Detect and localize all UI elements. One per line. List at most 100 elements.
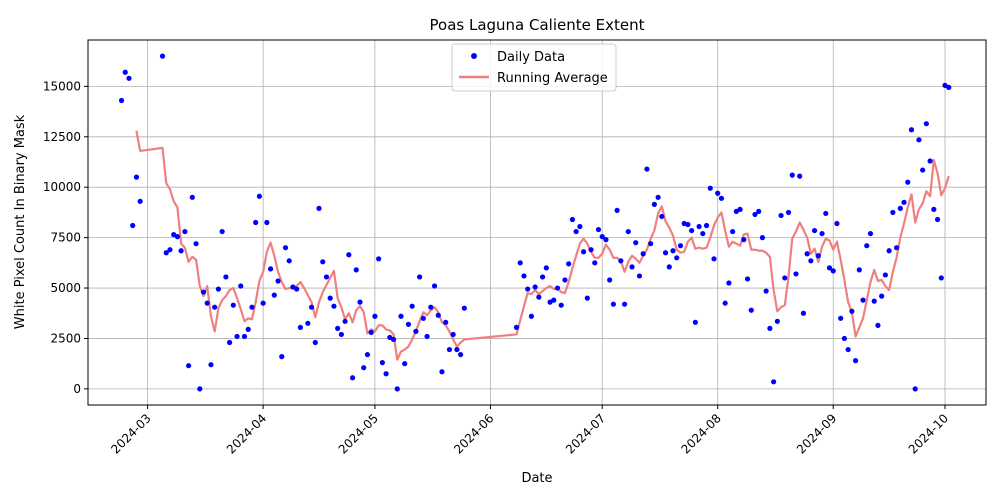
- daily-data-point: [297, 324, 303, 330]
- daily-data-point: [405, 321, 412, 327]
- daily-data-point: [413, 328, 419, 334]
- daily-data-point: [580, 249, 587, 255]
- daily-data-point: [234, 333, 240, 340]
- running-average-layer: [135, 130, 950, 361]
- daily-data-point: [830, 268, 836, 274]
- daily-data-point: [685, 221, 691, 228]
- daily-data-point: [551, 297, 557, 303]
- daily-data-point: [923, 121, 929, 127]
- daily-data-point: [189, 194, 195, 200]
- daily-data-point: [797, 173, 803, 179]
- daily-data-point: [577, 223, 583, 230]
- daily-data-point: [566, 261, 572, 267]
- daily-data-point: [599, 234, 605, 240]
- daily-data-point: [267, 266, 274, 272]
- daily-data-point: [364, 351, 371, 358]
- daily-data-point: [834, 220, 840, 227]
- daily-data-point: [908, 127, 915, 133]
- daily-data-layer: [118, 53, 952, 392]
- daily-data-point: [238, 283, 244, 289]
- daily-data-point: [186, 363, 192, 369]
- daily-data-point: [379, 360, 385, 366]
- daily-data-point: [610, 301, 616, 307]
- daily-data-point: [167, 247, 173, 253]
- legend-marker-daily-data: [471, 53, 477, 59]
- daily-data-point: [696, 223, 702, 230]
- daily-data-point: [912, 386, 918, 392]
- daily-data-point: [849, 308, 855, 314]
- daily-data-point: [845, 346, 851, 353]
- daily-data-point: [420, 315, 426, 321]
- daily-data-point: [860, 297, 866, 303]
- daily-data-point: [852, 358, 859, 364]
- daily-data-point: [886, 248, 892, 254]
- daily-data-point: [841, 335, 848, 342]
- daily-data-point: [212, 304, 218, 310]
- daily-data-point: [446, 346, 453, 353]
- daily-data-point: [409, 303, 415, 309]
- daily-data-point: [532, 284, 538, 290]
- daily-data-point: [376, 256, 382, 262]
- daily-data-point: [592, 260, 598, 266]
- daily-data-point: [823, 210, 829, 217]
- daily-data-point: [946, 84, 952, 90]
- daily-data-point: [383, 371, 389, 377]
- daily-data-point: [286, 258, 292, 264]
- daily-data-point: [774, 318, 780, 324]
- daily-data-point: [342, 318, 348, 324]
- daily-data-point: [372, 313, 378, 319]
- y-tick-label: 7500: [50, 231, 81, 245]
- daily-data-point: [864, 243, 870, 249]
- daily-data-point: [368, 329, 374, 335]
- daily-data-point: [223, 274, 229, 280]
- daily-data-point: [390, 336, 397, 343]
- daily-data-point: [331, 303, 337, 309]
- daily-data-point: [621, 301, 628, 307]
- daily-data-point: [312, 339, 318, 346]
- daily-data-point: [744, 276, 751, 282]
- daily-data-point: [200, 289, 207, 295]
- daily-data-point: [521, 273, 527, 279]
- daily-data-point: [394, 386, 400, 392]
- daily-data-point: [692, 319, 698, 325]
- daily-data-point: [554, 285, 561, 291]
- daily-data-point: [118, 97, 125, 104]
- daily-data-point: [130, 222, 136, 229]
- daily-data-point: [677, 243, 684, 249]
- daily-data-point: [305, 320, 311, 326]
- daily-data-point: [137, 198, 143, 204]
- daily-data-point: [525, 286, 531, 292]
- daily-data-point: [361, 365, 367, 371]
- daily-data-point: [655, 194, 661, 200]
- daily-data-point: [629, 264, 635, 270]
- daily-data-point: [700, 230, 706, 237]
- daily-data-point: [614, 207, 620, 213]
- daily-data-point: [897, 205, 903, 211]
- daily-data-point: [730, 228, 736, 235]
- daily-data-point: [174, 234, 181, 240]
- daily-data-point: [558, 302, 564, 308]
- daily-data-point: [536, 294, 542, 300]
- daily-data-point: [264, 219, 270, 226]
- daily-data-point: [193, 241, 199, 247]
- daily-data-point: [867, 230, 874, 237]
- daily-data-point: [737, 206, 743, 212]
- daily-data-point: [819, 230, 825, 237]
- daily-data-point: [689, 227, 695, 234]
- daily-data-point: [245, 326, 251, 332]
- daily-data-point: [920, 167, 926, 173]
- daily-data-point: [271, 292, 277, 298]
- daily-data-point: [808, 258, 814, 264]
- daily-data-point: [316, 205, 322, 211]
- daily-data-point: [722, 300, 728, 306]
- legend-box: [451, 43, 617, 92]
- daily-data-point: [916, 137, 922, 143]
- daily-data-point: [320, 259, 326, 265]
- daily-data-point: [241, 333, 248, 340]
- daily-data-point: [633, 240, 639, 246]
- daily-data-point: [569, 216, 576, 223]
- daily-data-point: [782, 275, 788, 281]
- daily-data-point: [752, 211, 758, 218]
- daily-data-point: [893, 245, 900, 251]
- daily-data-point: [424, 333, 430, 340]
